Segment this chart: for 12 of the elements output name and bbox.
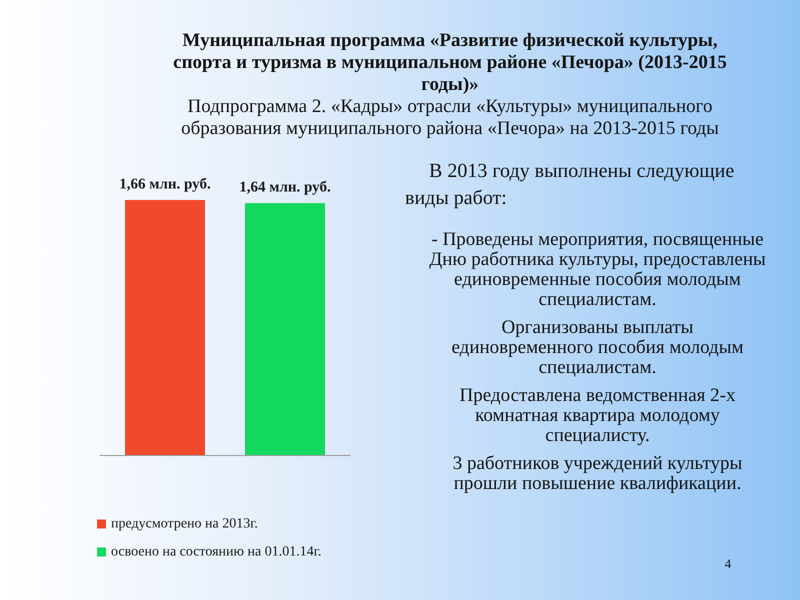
text: Предоставлена ведомственная 2-х комнатная квартира молодому специалисту. — [458, 385, 736, 446]
legend-label: предусмотрено на 2013г. — [111, 516, 258, 532]
text: 4 — [724, 556, 732, 572]
text: - Проведены мероприятия, посвященные Дню работника культуры, предоставлены единовременные пособия молодым специалистам. — [429, 229, 766, 310]
text: Организованы выплаты единовременного пособия молодым специалистам. — [450, 317, 744, 378]
text: В 2013 году выполнены следующие виды работ: — [405, 159, 736, 211]
data-label: 1,66 млн. руб. — [119, 176, 211, 192]
legend-label: освоено на состоянию на 01.01.14г. — [111, 544, 322, 560]
data-label: 1,64 млн. руб. — [239, 180, 331, 196]
text: Муниципальная программа «Развитие физической культуры, спорта и туризма в муниципальном районе «Печора» (2013-2015 годы)» — [172, 30, 728, 96]
text: Подпрограмма 2. «Кадры» отрасли «Культуры» муниципального образования муниципального района «Печора» на 2013-2015 годы — [180, 96, 720, 140]
text: 3 работников учреждений культуры прошли повышение квалификации. — [452, 453, 744, 494]
